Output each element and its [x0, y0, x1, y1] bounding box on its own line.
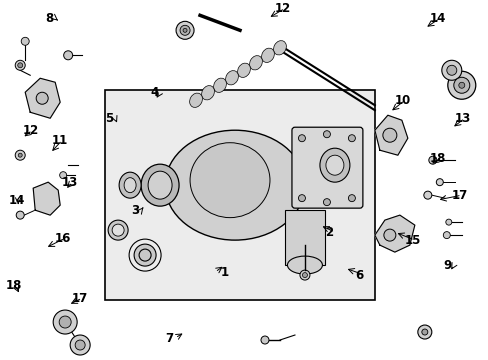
Text: 12: 12: [274, 2, 291, 15]
Circle shape: [36, 92, 48, 104]
Circle shape: [18, 153, 22, 157]
Ellipse shape: [165, 130, 305, 240]
Text: 2: 2: [324, 226, 332, 239]
Circle shape: [302, 273, 307, 278]
Polygon shape: [25, 78, 60, 118]
Text: 16: 16: [55, 231, 71, 244]
Ellipse shape: [273, 41, 286, 55]
Circle shape: [15, 150, 25, 160]
Ellipse shape: [287, 256, 322, 274]
Circle shape: [446, 65, 456, 75]
Polygon shape: [374, 115, 407, 155]
Circle shape: [458, 82, 464, 88]
Text: 7: 7: [165, 332, 173, 345]
Text: 17: 17: [72, 292, 88, 305]
Text: 17: 17: [451, 189, 467, 202]
Polygon shape: [374, 215, 414, 252]
Ellipse shape: [213, 78, 226, 93]
Circle shape: [347, 135, 355, 142]
Circle shape: [21, 37, 29, 45]
Ellipse shape: [201, 86, 214, 100]
Circle shape: [445, 219, 451, 225]
FancyBboxPatch shape: [291, 127, 362, 208]
Ellipse shape: [319, 148, 349, 182]
Text: 14: 14: [429, 12, 445, 25]
Circle shape: [447, 71, 475, 99]
Circle shape: [75, 340, 85, 350]
Ellipse shape: [108, 220, 128, 240]
Circle shape: [176, 21, 194, 39]
Circle shape: [18, 63, 22, 68]
Ellipse shape: [190, 143, 269, 218]
Text: 11: 11: [52, 134, 68, 147]
Ellipse shape: [237, 63, 250, 77]
Circle shape: [261, 336, 268, 344]
Text: 13: 13: [62, 176, 78, 189]
Circle shape: [59, 316, 71, 328]
Text: 15: 15: [404, 234, 420, 247]
Circle shape: [180, 25, 190, 35]
Ellipse shape: [141, 164, 179, 206]
Bar: [285, 210, 324, 265]
Circle shape: [417, 325, 431, 339]
Ellipse shape: [139, 249, 151, 261]
Circle shape: [428, 156, 436, 164]
Circle shape: [53, 310, 77, 334]
Text: 14: 14: [8, 194, 24, 207]
Circle shape: [382, 128, 396, 142]
Circle shape: [443, 231, 449, 239]
Circle shape: [423, 191, 431, 199]
Circle shape: [298, 195, 305, 202]
Text: 12: 12: [22, 124, 39, 137]
Text: 13: 13: [454, 112, 470, 125]
Circle shape: [421, 329, 427, 335]
Circle shape: [453, 77, 469, 93]
Text: 10: 10: [394, 94, 410, 107]
Circle shape: [298, 135, 305, 142]
Text: 6: 6: [354, 269, 363, 282]
Ellipse shape: [119, 172, 141, 198]
Ellipse shape: [148, 171, 172, 199]
Polygon shape: [33, 182, 60, 215]
Circle shape: [183, 28, 187, 32]
Text: 9: 9: [443, 258, 451, 271]
Circle shape: [435, 179, 443, 186]
Circle shape: [323, 131, 330, 138]
Ellipse shape: [124, 178, 136, 193]
Circle shape: [299, 270, 309, 280]
Ellipse shape: [249, 56, 262, 70]
Ellipse shape: [134, 244, 156, 266]
Text: 3: 3: [131, 204, 139, 217]
Text: 8: 8: [45, 12, 53, 25]
Circle shape: [347, 195, 355, 202]
Bar: [105, 90, 374, 300]
Text: 18: 18: [429, 152, 445, 165]
Circle shape: [383, 229, 395, 241]
Ellipse shape: [189, 93, 202, 107]
Circle shape: [63, 51, 73, 60]
Ellipse shape: [325, 155, 343, 175]
Circle shape: [323, 199, 330, 206]
Text: 4: 4: [150, 86, 158, 99]
Circle shape: [441, 60, 461, 80]
Text: 18: 18: [5, 279, 21, 292]
Circle shape: [15, 60, 25, 70]
Ellipse shape: [261, 48, 274, 62]
Circle shape: [70, 335, 90, 355]
Ellipse shape: [112, 224, 124, 236]
Text: 1: 1: [221, 266, 228, 279]
Circle shape: [16, 211, 24, 219]
Text: 5: 5: [105, 112, 113, 125]
Ellipse shape: [225, 71, 238, 85]
Circle shape: [60, 172, 66, 179]
